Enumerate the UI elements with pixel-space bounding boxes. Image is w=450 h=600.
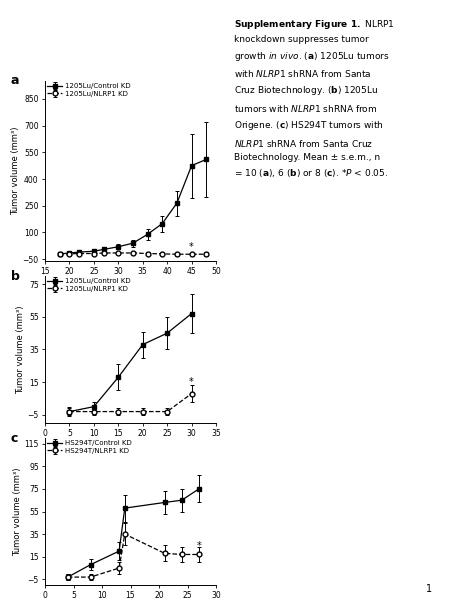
X-axis label: Day: Day: [122, 441, 140, 450]
X-axis label: Day: Day: [122, 279, 140, 288]
Legend: HS294T/Control KD, HS294T/NLRP1 KD: HS294T/Control KD, HS294T/NLRP1 KD: [46, 439, 133, 455]
Y-axis label: Tumor volume (mm³): Tumor volume (mm³): [11, 127, 20, 215]
Text: c: c: [11, 432, 18, 445]
Text: 1: 1: [426, 584, 432, 594]
Y-axis label: Tumor volume (mm³): Tumor volume (mm³): [13, 467, 22, 556]
Text: b: b: [11, 270, 20, 283]
Text: *: *: [189, 377, 194, 387]
Text: *: *: [189, 242, 194, 252]
Y-axis label: Tumor volume (mm³): Tumor volume (mm³): [16, 305, 25, 394]
Text: a: a: [11, 74, 19, 87]
Text: *: *: [197, 541, 201, 551]
Text: $\bf{Supplementary\ Figure\ 1.}$ NLRP1
knockdown suppresses tumor
growth $\it{in: $\bf{Supplementary\ Figure\ 1.}$ NLRP1 k…: [234, 18, 395, 179]
Legend: 1205Lu/Control KD, 1205Lu/NLRP1 KD: 1205Lu/Control KD, 1205Lu/NLRP1 KD: [46, 82, 131, 98]
Legend: 1205Lu/Control KD, 1205Lu/NLRP1 KD: 1205Lu/Control KD, 1205Lu/NLRP1 KD: [46, 277, 131, 293]
